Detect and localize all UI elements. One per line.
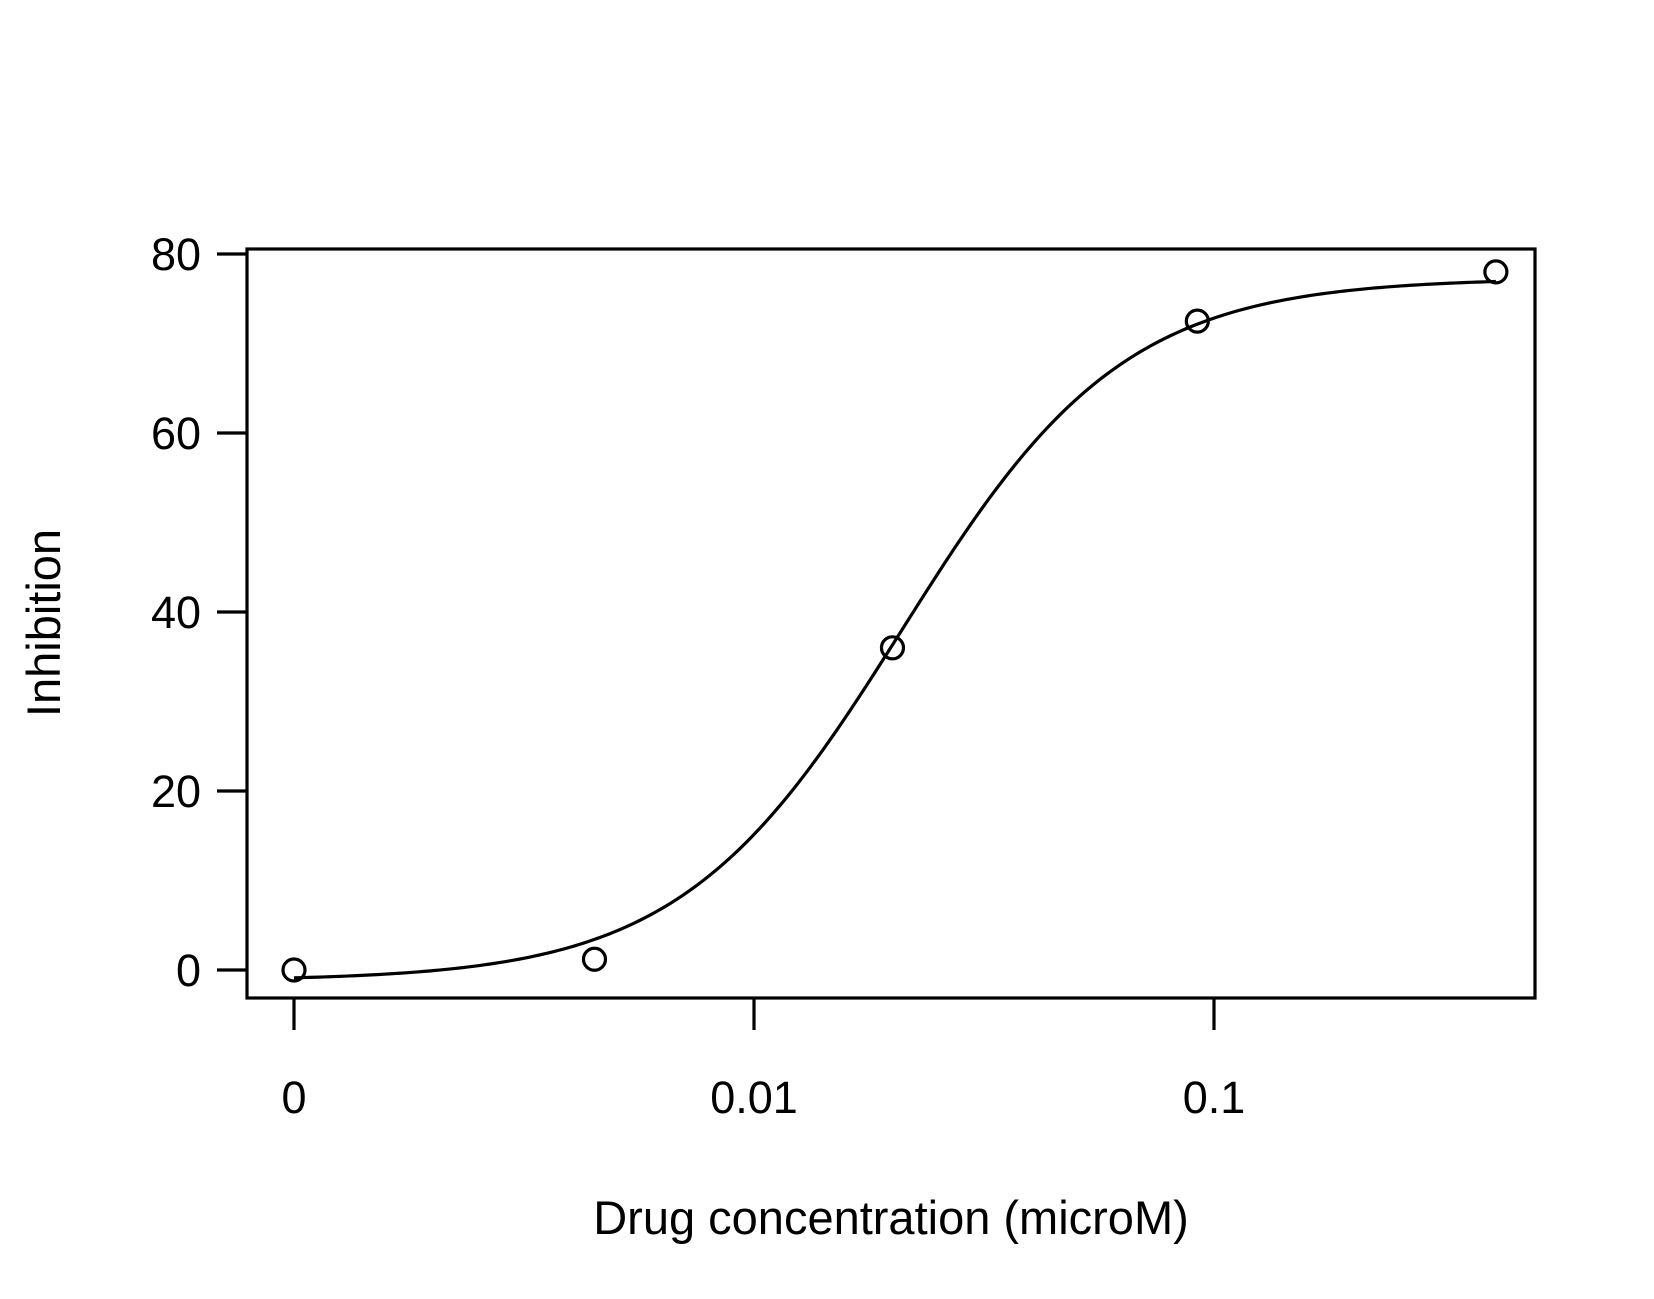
data-point xyxy=(879,635,906,661)
y-tick-label: 20 xyxy=(151,766,201,817)
y-tick-label: 60 xyxy=(151,408,201,459)
data-point xyxy=(1483,259,1509,285)
data-point xyxy=(281,957,307,983)
x-axis-label: Drug concentration (microM) xyxy=(593,1191,1189,1244)
y-axis: 0 20 40 60 80 xyxy=(151,229,247,996)
y-tick-label: 40 xyxy=(151,587,201,638)
x-tick-label: 0 xyxy=(281,1072,306,1123)
y-tick-label: 80 xyxy=(151,229,201,280)
x-tick-label: 0.1 xyxy=(1183,1072,1246,1123)
data-point xyxy=(581,946,608,972)
y-axis-label: Inhibition xyxy=(17,529,70,717)
y-tick-label: 0 xyxy=(176,945,201,996)
data-points xyxy=(281,259,1509,983)
x-axis: 0 0.01 0.1 xyxy=(281,998,1245,1123)
fitted-dose-response-curve xyxy=(293,279,1496,980)
data-point xyxy=(1184,308,1210,334)
plot-frame xyxy=(245,247,1537,1000)
x-tick-label: 0.01 xyxy=(710,1072,798,1123)
